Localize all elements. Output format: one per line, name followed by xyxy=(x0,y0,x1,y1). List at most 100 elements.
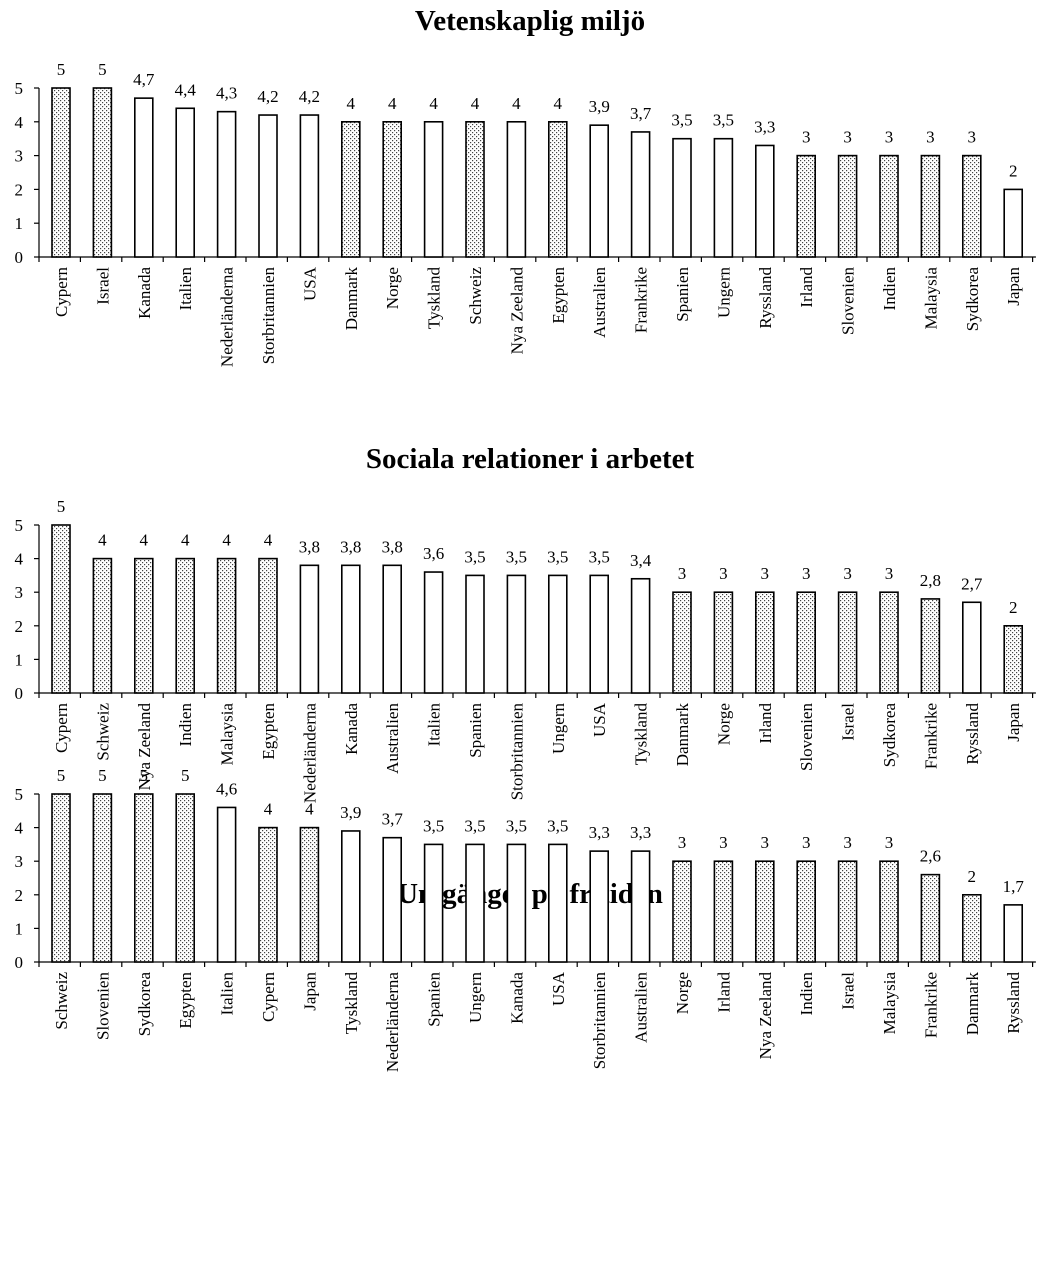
data-label: 2,6 xyxy=(920,847,941,866)
bar xyxy=(672,591,692,694)
data-label: 3,3 xyxy=(754,117,775,136)
data-label: 4 xyxy=(264,800,273,819)
x-tick-label: Italien xyxy=(176,267,195,311)
x-tick-label: Tyskland xyxy=(632,703,651,766)
data-label: 3 xyxy=(678,833,687,852)
bar xyxy=(258,557,278,694)
bar xyxy=(340,121,361,258)
x-tick-label: Norge xyxy=(383,267,402,309)
x-tick-label: Egypten xyxy=(549,267,568,324)
x-tick-label: Italien xyxy=(425,703,444,747)
bar xyxy=(796,860,817,963)
data-label: 3,5 xyxy=(506,547,527,566)
data-label: 4,3 xyxy=(216,84,237,103)
x-tick-label: Nya Zeeland xyxy=(756,972,775,1060)
x-tick-label: Norge xyxy=(714,703,733,745)
x-tick-label: USA xyxy=(300,266,319,301)
x-tick-label: Malaysia xyxy=(880,972,899,1035)
chart-panel-1: Vetenskaplig miljö 0 1 2 3 4 5 5 Cypern 5 Israel 4,… xyxy=(15,5,1036,367)
bar xyxy=(837,591,858,694)
data-label: 3,5 xyxy=(423,816,444,835)
bar xyxy=(92,557,113,694)
x-tick-label: Tyskland xyxy=(425,267,444,330)
y-tick-label: 2 xyxy=(15,617,24,636)
data-label: 2 xyxy=(1009,598,1018,617)
x-tick-label: Frankrike xyxy=(921,972,940,1038)
x-tick-label: USA xyxy=(549,971,568,1006)
data-label: 3,5 xyxy=(506,816,527,835)
bar xyxy=(423,843,444,963)
data-label: 3 xyxy=(968,128,977,147)
x-tick-label: Kanada xyxy=(135,267,154,319)
x-tick-label: Ryssland xyxy=(963,703,982,765)
data-label: 4 xyxy=(181,531,190,550)
bar xyxy=(1003,188,1024,258)
data-label: 3,7 xyxy=(382,810,404,829)
bar xyxy=(134,557,154,694)
x-tick-label: Danmark xyxy=(963,972,982,1036)
x-tick-label: Ungern xyxy=(466,972,485,1023)
data-label: 3 xyxy=(802,128,811,147)
data-label: 3 xyxy=(719,833,728,852)
bar xyxy=(630,131,651,258)
data-label: 3,5 xyxy=(547,547,568,566)
bar xyxy=(506,574,527,694)
bar xyxy=(92,793,113,963)
data-label: 4 xyxy=(471,94,480,113)
data-label: 3,8 xyxy=(340,537,361,556)
y-tick-label: 3 xyxy=(15,852,24,871)
data-label: 3 xyxy=(761,833,770,852)
x-tick-label: Indien xyxy=(880,267,899,311)
bar xyxy=(547,843,568,963)
bar xyxy=(506,843,527,963)
y-tick-label: 5 xyxy=(15,785,24,804)
x-tick-label: Spanien xyxy=(466,703,485,758)
y-tick-label: 2 xyxy=(15,180,24,199)
x-tick-label: Australien xyxy=(632,972,651,1043)
bar xyxy=(920,154,941,258)
y-tick-label: 4 xyxy=(15,550,24,569)
bar xyxy=(796,154,817,258)
bar xyxy=(1003,904,1024,963)
x-tick-label: Storbritannien xyxy=(590,972,609,1070)
bar xyxy=(465,121,485,258)
bar xyxy=(465,843,485,963)
data-label: 3 xyxy=(802,564,811,583)
bar xyxy=(754,591,775,694)
bar xyxy=(423,121,444,258)
x-tick-label: Egypten xyxy=(259,703,278,760)
x-tick-label: Japan xyxy=(1004,267,1023,306)
data-label: 3 xyxy=(885,833,894,852)
data-label: 4,6 xyxy=(216,779,237,798)
x-tick-label: Cypern xyxy=(259,972,278,1023)
bar xyxy=(465,574,485,694)
x-tick-label: Danmark xyxy=(342,267,361,331)
x-tick-label: Schweiz xyxy=(466,267,485,325)
bar xyxy=(506,121,527,258)
data-label: 5 xyxy=(57,766,66,785)
x-tick-label: Australien xyxy=(383,703,402,774)
data-label: 3 xyxy=(843,128,852,147)
data-label: 4 xyxy=(140,531,149,550)
data-label: 3,3 xyxy=(589,823,610,842)
x-tick-label: Cypern xyxy=(52,267,71,318)
y-tick-label: 4 xyxy=(15,113,24,132)
x-tick-label: Israel xyxy=(839,703,858,741)
y-tick-label: 4 xyxy=(15,819,24,838)
data-label: 3,8 xyxy=(299,537,320,556)
bar xyxy=(382,121,403,258)
bar xyxy=(920,873,941,963)
y-tick-label: 5 xyxy=(15,516,24,535)
y-tick-label: 0 xyxy=(15,248,24,267)
data-label: 3,9 xyxy=(340,803,361,822)
data-label: 3 xyxy=(885,128,894,147)
x-tick-label: Egypten xyxy=(176,972,195,1029)
bar xyxy=(672,860,692,963)
bar xyxy=(589,850,610,963)
data-label: 4 xyxy=(98,531,107,550)
data-label: 4,7 xyxy=(133,70,155,89)
bar xyxy=(299,826,320,963)
bar xyxy=(1003,624,1024,694)
